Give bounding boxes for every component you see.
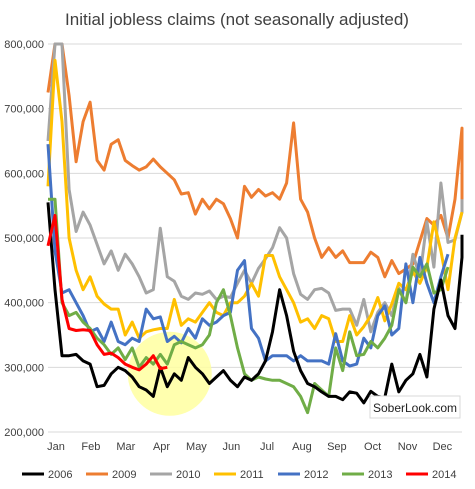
legend-label-2010: 2010	[176, 469, 200, 481]
x-tick-label: Mar	[116, 441, 135, 453]
legend-label-2014: 2014	[432, 469, 456, 481]
y-tick-label: 500,000	[4, 233, 44, 245]
y-axis-ticks: 200,000 300,000 400,000 500,000 600,000 700,0…	[4, 39, 44, 439]
legend-label-2013: 2013	[368, 469, 392, 481]
y-tick-label: 800,000	[4, 39, 44, 51]
series-line-2009	[46, 42, 464, 279]
x-tick-label: Feb	[81, 441, 100, 453]
y-tick-label: 200,000	[4, 427, 44, 439]
watermark-box	[369, 395, 461, 419]
legend: 2006 2009 2010 2011 2012 2013 2014	[22, 469, 456, 481]
legend-label-2012: 2012	[304, 469, 328, 481]
x-tick-label: Nov	[398, 441, 418, 453]
series-line-2011	[46, 58, 464, 343]
x-tick-label: Jul	[260, 441, 274, 453]
x-tick-label: Apr	[153, 441, 170, 453]
y-tick-label: 300,000	[4, 362, 44, 374]
y-tick-label: 600,000	[4, 168, 44, 180]
series-line-2012	[46, 144, 450, 368]
x-axis-ticks: Jan Feb Mar Apr May Jun Jul Aug Sep Oct Nov Dec	[47, 441, 453, 453]
chart-title: Initial jobless claims (not seasonally a…	[65, 10, 409, 29]
x-tick-label: Jun	[222, 441, 240, 453]
legend-label-2006: 2006	[48, 469, 72, 481]
x-tick-label: Aug	[292, 441, 312, 453]
y-tick-label: 700,000	[4, 104, 44, 116]
watermark-text: SoberLook.com	[373, 401, 457, 415]
highlight-circle	[127, 331, 212, 416]
legend-label-2009: 2009	[112, 469, 136, 481]
x-tick-label: Oct	[364, 441, 381, 453]
legend-label-2011: 2011	[240, 469, 264, 481]
series-line-2014	[46, 213, 168, 372]
series-lines	[46, 42, 464, 415]
watermark: SoberLook.com	[369, 395, 461, 419]
x-tick-label: Jan	[47, 441, 65, 453]
x-tick-label: May	[186, 441, 207, 453]
series-line-2006	[46, 202, 464, 405]
y-tick-label: 400,000	[4, 298, 44, 310]
x-tick-label: Sep	[327, 441, 347, 453]
x-tick-label: Dec	[433, 441, 453, 453]
